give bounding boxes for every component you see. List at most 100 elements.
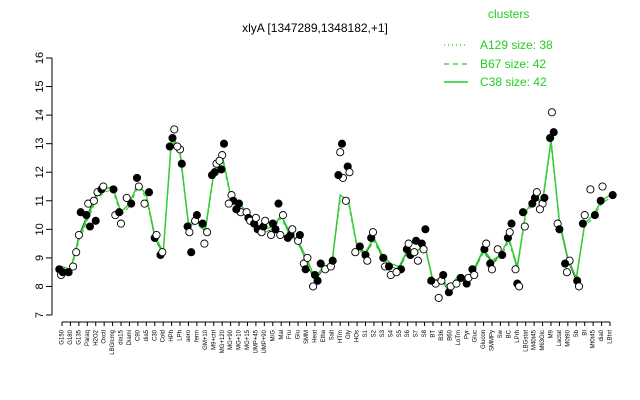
x-tick-label: Diami (127, 330, 133, 345)
series-line-1 (61, 139, 611, 291)
data-point (301, 265, 310, 274)
data-point (351, 248, 360, 257)
x-tick-label: Fru (287, 330, 293, 339)
data-point (207, 171, 217, 180)
data-point (74, 230, 83, 240)
data-point (89, 196, 98, 205)
x-tick-label: S8 (422, 329, 428, 337)
data-point (310, 270, 319, 280)
data-point (185, 228, 194, 237)
x-tick-label: M63Glc (540, 330, 546, 351)
x-tick-label: Gly (346, 330, 352, 339)
x-tick-label: C30 (152, 329, 158, 341)
data-point (511, 265, 520, 274)
x-tick-label: M0t90 (565, 329, 571, 346)
data-point (177, 159, 186, 168)
series-line-2 (61, 135, 611, 291)
legend-title: clusters (488, 7, 529, 21)
data-point (427, 276, 436, 285)
series-points (55, 108, 617, 302)
x-tick-label: HPh (169, 330, 175, 342)
data-point (493, 245, 502, 254)
x-tick-label: SMM (304, 330, 310, 344)
y-ticks: 7 8 9 10 11 12 13 14 15 16 (34, 52, 52, 318)
data-point (561, 259, 570, 268)
legend-entry-b67: B67 size: 42 (480, 57, 546, 71)
x-tick-label: Gluc (473, 330, 479, 342)
x-tick-label: Etha (321, 329, 327, 342)
data-point (140, 199, 149, 208)
x-tick-label: Glucon (481, 330, 487, 349)
data-point (498, 250, 507, 260)
x-tick-label: Mt0t45 (591, 329, 597, 348)
data-point (555, 225, 564, 234)
data-point (251, 213, 260, 222)
data-point (384, 262, 394, 271)
x-tick-label: UMP+45 (253, 329, 259, 353)
x-tick-label: S5 (397, 329, 403, 337)
data-point (355, 242, 364, 251)
x-tick-label: HOs (355, 330, 361, 342)
data-point (598, 182, 607, 191)
x-tick-label: MG+90 (228, 329, 234, 350)
x-tick-label: Salt (329, 330, 335, 341)
x-tick-label: LBGlcmg (110, 330, 116, 355)
data-point (341, 196, 350, 205)
x-tick-label: Oxctl (102, 330, 108, 344)
x-tick-label: UMP+90 (262, 329, 268, 353)
x-tick-label: M40t45 (532, 329, 538, 350)
x-tick-label: C90 (135, 329, 141, 341)
data-point (334, 171, 343, 180)
data-point (232, 205, 241, 214)
x-tick-label: M9 (549, 329, 555, 338)
x-tick-label: dia5 (144, 329, 150, 341)
x-tick-label: S3 (380, 329, 386, 337)
data-point (316, 259, 325, 268)
data-point (404, 239, 413, 248)
y-tick-label: 16 (34, 52, 46, 64)
data-point (116, 219, 126, 228)
x-tick-label: Mal (279, 330, 285, 340)
x-tick-label: M/G (270, 330, 276, 342)
data-point (261, 216, 270, 225)
data-point (158, 248, 167, 257)
data-point (363, 256, 372, 265)
legend-entry-a129: A129 size: 38 (480, 38, 553, 52)
data-point (215, 156, 224, 165)
data-point (528, 199, 537, 208)
x-tick-label: B60 (447, 329, 453, 340)
x-tick-label: Sw (498, 329, 504, 338)
data-point (482, 239, 491, 248)
data-point (99, 182, 108, 191)
x-tick-label: S7 (414, 329, 420, 337)
data-point (328, 256, 337, 265)
data-point (165, 142, 174, 151)
data-point (276, 230, 285, 240)
x-tick-label: LoTm (456, 330, 462, 345)
x-tick-label: LPrh (515, 330, 521, 343)
x-tick-label: B36 (439, 329, 445, 340)
x-tick-label: MG+120 (220, 329, 226, 353)
x-tick-label: Glu (296, 330, 302, 339)
x-tick-label: G150 (60, 329, 66, 344)
data-point (170, 125, 179, 134)
data-point (549, 128, 558, 137)
data-point (217, 165, 226, 174)
x-tick-label: SMMPy (490, 330, 496, 351)
data-point (596, 196, 605, 205)
data-point (337, 139, 347, 148)
x-tick-label: S4 (388, 329, 394, 337)
legend: clusters A129 size: 38 B67 size: 42 C38 … (444, 7, 553, 89)
x-tick-label: Paraq (85, 330, 91, 346)
x-tick-label: S6 (405, 329, 411, 337)
data-point (578, 219, 587, 228)
axes: 7 8 9 10 11 12 13 14 15 16 G150 G180 G135 Paraq H2O2 O… (34, 52, 614, 355)
data-point (452, 279, 461, 288)
x-tick-label: G135 (76, 329, 82, 344)
data-point (200, 239, 209, 248)
data-point (295, 230, 304, 240)
data-point (168, 133, 177, 143)
data-point (192, 211, 201, 220)
data-point (574, 282, 584, 291)
